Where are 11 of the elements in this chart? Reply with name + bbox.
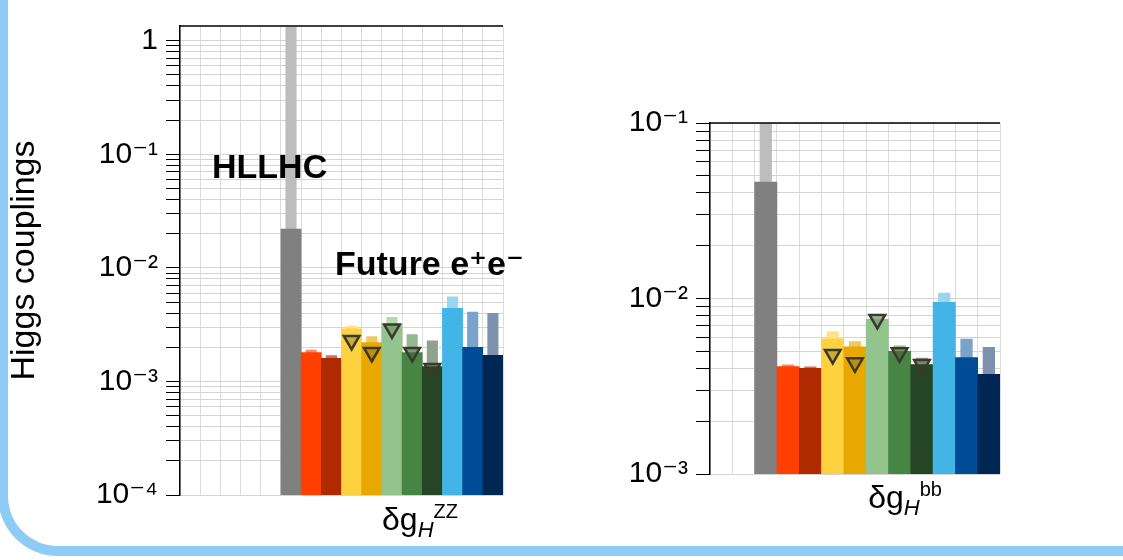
y-tick-label: 10⁻³ bbox=[98, 362, 158, 396]
y-tick-label: 10⁻⁴ bbox=[95, 476, 158, 510]
annotation: Future e⁺e⁻ bbox=[335, 244, 524, 282]
y-axis-title: Higgs couplings bbox=[2, 140, 41, 381]
y-tick-label: 10⁻³ bbox=[628, 455, 688, 489]
y-tick-label: 10⁻¹ bbox=[628, 104, 688, 138]
y-tick-label: 1 bbox=[141, 22, 158, 56]
y-tick-label: 10⁻² bbox=[628, 279, 688, 313]
y-tick-label: 10⁻¹ bbox=[98, 135, 158, 169]
y-tick-label: 10⁻² bbox=[98, 249, 158, 283]
annotation: HLLHC bbox=[212, 147, 328, 185]
